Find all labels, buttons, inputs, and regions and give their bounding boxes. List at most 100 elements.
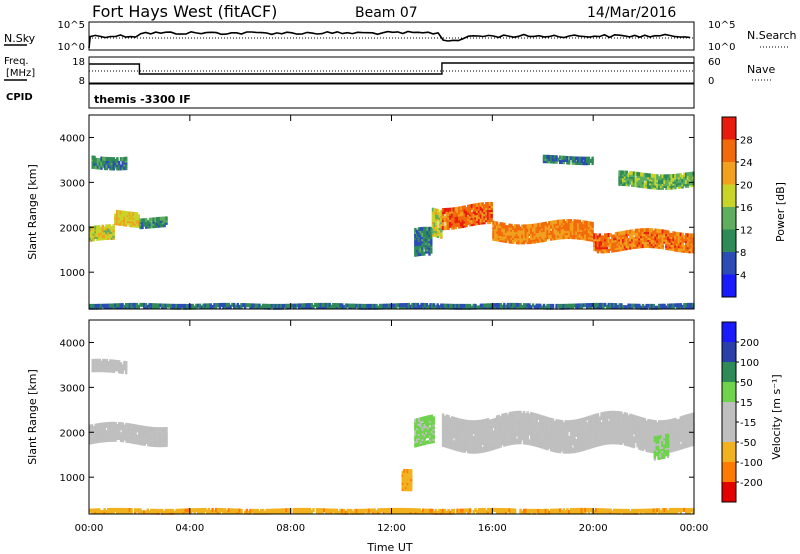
vel-echo-cell bbox=[577, 442, 580, 447]
pow-echo-cell bbox=[562, 155, 565, 160]
pow-echo-cell bbox=[472, 205, 475, 210]
vel-echo-cell bbox=[528, 413, 531, 418]
pow-echo-cell bbox=[391, 303, 394, 308]
vel-echo-cell bbox=[427, 427, 430, 432]
pow-echo-cell bbox=[577, 223, 580, 228]
pow-echo-cell bbox=[632, 243, 636, 247]
pow-echo-cell bbox=[337, 303, 340, 308]
pow-echo-cell bbox=[584, 161, 587, 166]
pow-echo-cell bbox=[485, 214, 488, 219]
pow-echo-cell bbox=[424, 235, 428, 240]
vel-echo-cell bbox=[416, 424, 419, 429]
pow-echo-cell bbox=[674, 173, 677, 178]
vel-echo-cell bbox=[571, 447, 574, 452]
pow-echo-cell bbox=[107, 157, 110, 161]
vel-echo-cell bbox=[645, 436, 648, 441]
pow-echo-cell bbox=[629, 178, 632, 183]
pow-echo-cell bbox=[332, 303, 335, 307]
vel-echo-cell bbox=[452, 420, 456, 425]
pow-echo-cell bbox=[145, 218, 148, 223]
pow-echo-cell bbox=[116, 303, 119, 308]
pow-echo-cell bbox=[593, 302, 596, 307]
vel-echo-cell bbox=[468, 445, 472, 450]
vel-echo-cell bbox=[430, 414, 434, 419]
pow-echo-cell bbox=[580, 303, 583, 308]
vel-echo-cell bbox=[92, 433, 95, 438]
pow-echo-cell bbox=[640, 228, 643, 233]
pow-echo-cell bbox=[431, 207, 435, 212]
pow-echo-cell bbox=[452, 303, 456, 308]
pow-echo-cell bbox=[609, 232, 612, 237]
pow-echo-cell bbox=[440, 303, 443, 308]
vel-echo-cell bbox=[557, 431, 560, 436]
pow-echo-cell bbox=[670, 233, 673, 237]
pow-echo-cell bbox=[443, 226, 447, 231]
vel-echo-cell bbox=[649, 427, 652, 432]
pow-echo-cell bbox=[685, 172, 688, 177]
pow-echo-cell bbox=[685, 243, 688, 248]
vel-echo-cell bbox=[650, 419, 654, 424]
pow-echo-cell bbox=[105, 303, 108, 308]
pow-echo-cell bbox=[656, 183, 659, 188]
pow-echo-cell bbox=[454, 211, 457, 216]
pow-echo-cell bbox=[526, 228, 529, 233]
pow-echo-cell bbox=[537, 229, 540, 233]
vel-echo-cell bbox=[103, 422, 106, 427]
vel-echo-cell bbox=[149, 432, 152, 437]
pow-echo-cell bbox=[168, 303, 171, 308]
pow-echo-cell bbox=[421, 233, 424, 238]
vel-echo-cell bbox=[555, 419, 558, 424]
pow-echo-cell bbox=[107, 224, 110, 229]
vel-echo-cell bbox=[428, 431, 432, 436]
vel-echo-cell bbox=[647, 448, 650, 453]
vel-echo-cell bbox=[432, 428, 435, 433]
pow-echo-cell bbox=[540, 232, 544, 237]
vel-echo-cell bbox=[154, 431, 157, 436]
pow-echo-cell bbox=[428, 226, 431, 231]
pow-echo-cell bbox=[459, 208, 463, 213]
pow-echo-cell bbox=[508, 223, 511, 228]
pow-echo-cell bbox=[513, 224, 517, 229]
freq-panel: Freq. [MHz] CPID 18 8 60 0 Nave bbox=[4, 56, 775, 103]
pow-echo-cell bbox=[499, 222, 502, 227]
vel-echo-cell bbox=[587, 415, 591, 420]
pow-echo-cell bbox=[688, 302, 691, 307]
pow-echo-cell bbox=[426, 226, 429, 231]
pow-echo-cell bbox=[587, 161, 591, 166]
pow-echo-cell bbox=[430, 237, 433, 242]
vel-echo-cell bbox=[450, 416, 454, 421]
power-x-ticks bbox=[88, 115, 695, 309]
pow-echo-cell bbox=[434, 305, 438, 310]
pow-echo-cell bbox=[573, 227, 576, 232]
pow-echo-cell bbox=[667, 303, 670, 308]
vel-echo-cell bbox=[566, 436, 569, 440]
pow-echo-cell bbox=[179, 303, 182, 308]
vel-echo-cell bbox=[430, 425, 434, 429]
pow-echo-cell bbox=[431, 209, 435, 214]
pow-echo-cell bbox=[156, 221, 159, 226]
y-tick-label: 4000 bbox=[60, 133, 85, 144]
pow-echo-cell bbox=[668, 232, 672, 237]
vel-echo-cell bbox=[428, 429, 432, 434]
pow-echo-cell bbox=[103, 303, 106, 308]
pow-echo-cell bbox=[586, 158, 589, 163]
vel-echo-cell bbox=[627, 423, 630, 427]
pow-echo-cell bbox=[414, 238, 417, 243]
pow-echo-cell bbox=[119, 303, 122, 308]
pow-echo-cell bbox=[569, 233, 573, 238]
vel-echo-cell bbox=[158, 431, 161, 436]
velocity-echo-cells bbox=[89, 358, 695, 515]
pow-echo-cell bbox=[96, 303, 99, 308]
pow-echo-cell bbox=[459, 218, 463, 223]
pow-echo-cell bbox=[305, 303, 308, 308]
vel-echo-cell bbox=[481, 446, 484, 451]
pow-echo-cell bbox=[681, 304, 684, 309]
pow-echo-cell bbox=[634, 181, 637, 186]
pow-echo-cell bbox=[571, 160, 574, 165]
pow-echo-cell bbox=[629, 171, 632, 175]
vel-echo-cell bbox=[472, 436, 475, 440]
vel-echo-cell bbox=[499, 441, 502, 446]
pow-echo-cell bbox=[123, 210, 126, 215]
vel-echo-cell bbox=[445, 432, 448, 437]
pow-echo-cell bbox=[141, 220, 144, 225]
